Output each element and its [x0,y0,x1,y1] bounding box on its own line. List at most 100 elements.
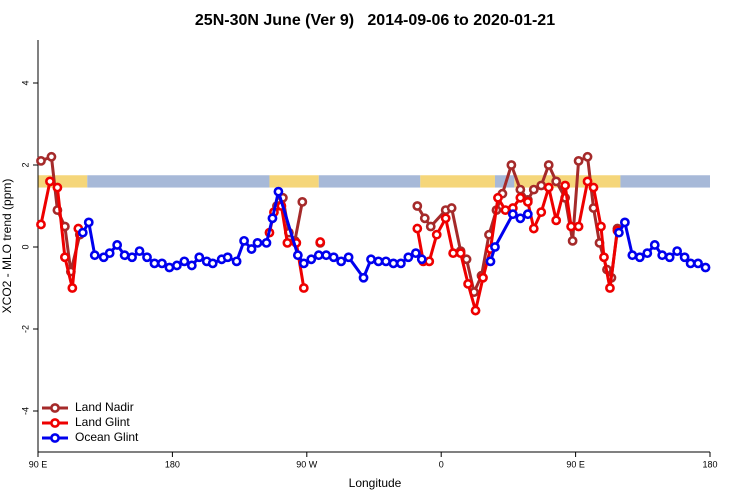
data-point [46,151,57,162]
data-point [573,221,584,232]
data-point [424,256,435,267]
chart-title: 25N-30N June (Ver 9) 2014-09-06 to 2020-… [195,12,555,29]
data-point [588,182,599,193]
data-point [619,217,630,228]
data-point [388,258,399,269]
data-point [207,258,218,269]
x-axis-label: Longitude [349,476,402,490]
data-point [528,184,539,195]
data-point [507,209,518,220]
legend-marker [50,433,60,443]
data-point [463,278,473,289]
data-point [493,192,503,203]
y-tick-label: -4 [20,407,30,415]
data-point [412,201,423,211]
data-point [528,223,539,234]
data-point [448,248,459,259]
data-point [36,219,46,230]
data-point [89,250,100,261]
data-point [59,252,70,263]
data-point [478,272,488,283]
data-point [83,217,94,228]
data-point [455,248,466,259]
data-point [649,240,660,250]
data-point [171,260,182,271]
data-point [127,252,137,263]
data-point [605,283,615,293]
data-point [222,252,233,263]
data-point [45,176,55,187]
data-point [425,221,436,232]
data-point [536,207,547,218]
x-tick-label: 90 E [566,459,585,469]
data-point [403,252,414,263]
data-point [679,252,690,263]
strip-segment [494,175,515,188]
data-point [282,237,293,248]
data-point [470,305,481,316]
data-point [485,256,496,267]
legend-marker [50,403,60,413]
data-point [381,256,391,267]
data-point [582,176,593,187]
data-point [419,213,430,224]
y-tick-label: 0 [20,244,30,249]
data-point [551,215,562,226]
data-point [515,192,526,203]
data-point [298,283,309,293]
data-point [179,256,190,267]
legend-label: Land Nadir [75,400,134,414]
data-point [77,227,88,238]
data-point [261,237,272,248]
data-point [522,209,533,220]
data-point [67,283,78,293]
data-point [506,160,517,170]
data-point [543,160,554,170]
data-point [446,203,457,213]
data-point [36,155,46,166]
data-point [343,252,354,263]
data-point [599,252,609,263]
data-point [373,256,384,267]
data-point [515,213,526,224]
data-point [336,256,347,267]
data-point [157,258,167,269]
data-point [536,180,547,191]
data-point [500,205,511,215]
legend-label: Ocean Glint [75,430,139,444]
data-point [412,223,423,234]
y-tick-label: 4 [20,80,30,85]
data-point [119,250,130,261]
data-point [315,237,326,247]
x-tick-label: 90 E [29,459,48,469]
data-point [149,258,160,269]
x-tick-label: 0 [439,459,444,469]
data-point [410,248,421,259]
data-point [522,196,533,207]
y-tick-label: -2 [20,325,30,333]
data-point [298,258,309,269]
data-point [567,235,578,246]
legend-label: Land Glint [75,415,130,429]
y-axis-label: XCO2 - MLO trend (ppm) [0,179,14,314]
data-point [239,235,249,246]
data-point [231,256,242,267]
x-tick-label: 180 [165,459,180,469]
data-point [490,242,500,252]
data-point [358,272,369,283]
data-point [596,221,606,232]
data-point [614,227,624,238]
data-point [634,252,645,263]
data-point [657,250,668,261]
data-point [560,180,571,191]
data-point [440,213,451,224]
data-point [134,246,145,256]
y-tick-label: 2 [20,162,30,167]
data-point [551,176,562,187]
data-point [297,196,308,207]
x-tick-label: 180 [702,459,717,469]
data-point [685,258,696,269]
data-point [431,229,442,240]
data-point [700,262,711,273]
